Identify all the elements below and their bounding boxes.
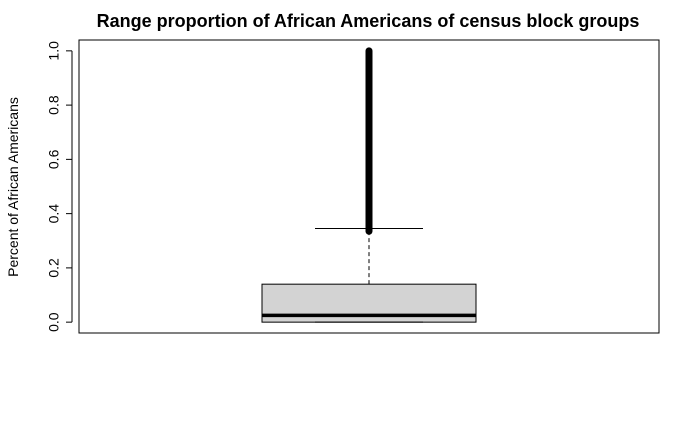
- plot-frame: [78, 39, 660, 334]
- chart-title: Range proportion of African Americans of…: [97, 11, 640, 31]
- y-tick-label: 0.6: [46, 149, 62, 169]
- box-group: [261, 47, 477, 323]
- y-tick-label: 1.0: [46, 41, 62, 61]
- y-axis-label: Percent of African Americans: [5, 97, 21, 277]
- y-tick-label: 0.4: [46, 204, 62, 224]
- y-tick-label: 0.8: [46, 95, 62, 115]
- y-tick-label: 0.2: [46, 258, 62, 278]
- y-axis: 0.0 0.2 0.4 0.6 0.8 1.0: [46, 41, 73, 332]
- y-tick-label: 0.0: [46, 312, 62, 332]
